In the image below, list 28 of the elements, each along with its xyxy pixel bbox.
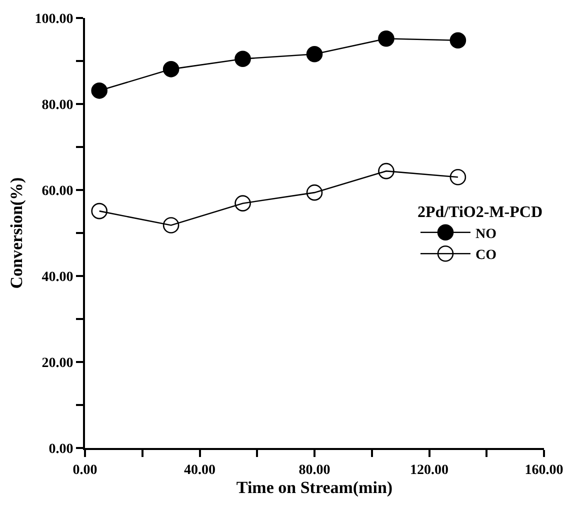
point xyxy=(306,184,323,201)
y-tick-label: 100.00 xyxy=(34,12,74,27)
x-tick-label: 40.00 xyxy=(184,462,216,478)
point xyxy=(234,50,251,67)
y-axis-title: Conversion(%) xyxy=(6,177,26,289)
legend-label: CO xyxy=(475,248,497,264)
point xyxy=(450,32,466,49)
point xyxy=(91,82,108,99)
x-tick-label: 160.00 xyxy=(524,462,564,478)
y-tick-label: 60.00 xyxy=(42,184,74,199)
x-tick-label: 0.00 xyxy=(72,462,98,478)
point xyxy=(450,168,466,186)
x-axis-title: Time on Stream(min) xyxy=(236,478,393,497)
x-tick-label: 80.00 xyxy=(298,462,330,478)
point xyxy=(91,202,108,220)
point xyxy=(162,217,180,234)
y-tick-label: 20.00 xyxy=(42,356,74,371)
point xyxy=(306,46,323,62)
point xyxy=(162,61,180,78)
y-tick-label: 80.00 xyxy=(42,98,74,113)
x-tick-label: 120.00 xyxy=(410,462,448,478)
point xyxy=(378,162,394,180)
y-tick-label: 0.00 xyxy=(48,442,74,457)
point xyxy=(234,195,251,212)
legend-title: 2Pd/TiO2-M-PCD xyxy=(417,204,543,221)
point xyxy=(378,30,394,47)
y-tick-label: 40.00 xyxy=(42,270,74,285)
legend-label: NO xyxy=(475,226,497,242)
